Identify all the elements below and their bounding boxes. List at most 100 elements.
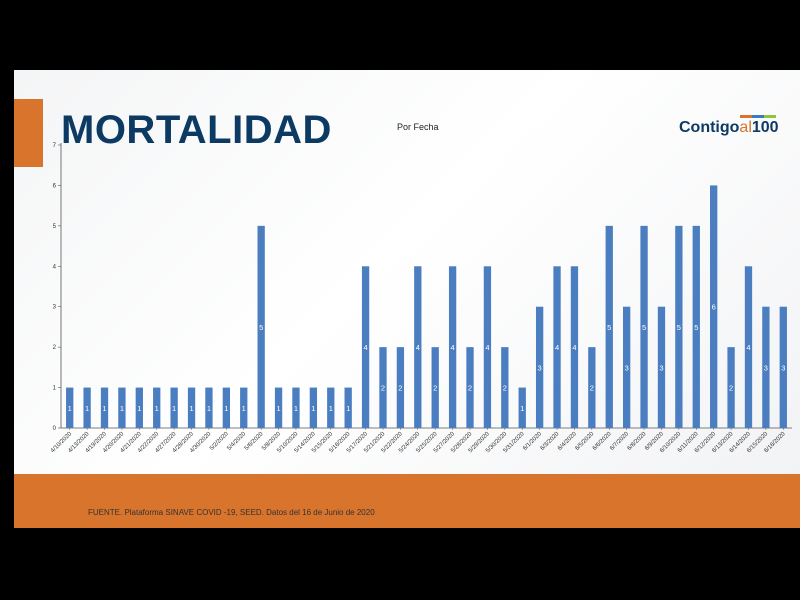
- bar: [309, 387, 318, 428]
- bar: [744, 266, 753, 428]
- bar-value-label: 4: [363, 343, 367, 352]
- bar: [727, 347, 735, 428]
- bar: [762, 306, 770, 428]
- source-note: FUENTE. Plataforma SINAVE COVID -19, SEE…: [88, 508, 375, 517]
- y-tick-label: 0: [53, 426, 57, 432]
- bar: [710, 185, 718, 428]
- bar-value-label: 3: [659, 363, 663, 372]
- bar: [501, 347, 509, 428]
- bar: [292, 387, 300, 428]
- y-tick-label: 5: [53, 224, 57, 230]
- bar: [657, 306, 666, 428]
- bar-value-label: 1: [120, 404, 124, 413]
- page-title: MORTALIDAD: [61, 108, 332, 152]
- bar-value-label: 3: [625, 363, 629, 372]
- bar-value-label: 2: [503, 384, 507, 393]
- bar: [135, 387, 143, 428]
- bar: [344, 387, 352, 428]
- bar: [274, 387, 283, 428]
- bar-value-label: 1: [155, 404, 159, 413]
- bar: [100, 387, 109, 428]
- bar: [448, 266, 457, 428]
- bar-value-label: 5: [259, 323, 263, 332]
- bar: [605, 225, 613, 428]
- bar-value-label: 2: [398, 384, 402, 393]
- bar-value-label: 2: [468, 384, 472, 393]
- bar: [414, 266, 422, 428]
- bar-value-label: 2: [590, 384, 594, 393]
- bar: [692, 225, 700, 428]
- bar-value-label: 1: [172, 404, 176, 413]
- bar: [553, 266, 561, 428]
- bar: [153, 387, 161, 428]
- logo-stripe-icon: [740, 115, 776, 118]
- bar-value-label: 1: [346, 404, 350, 413]
- bar-value-label: 1: [294, 404, 298, 413]
- bar-value-label: 3: [781, 363, 785, 372]
- bar: [83, 387, 91, 428]
- bar-value-label: 1: [68, 404, 72, 413]
- bar-value-label: 1: [189, 404, 193, 413]
- bar-value-label: 5: [677, 323, 681, 332]
- bar: [466, 347, 474, 428]
- bar: [588, 347, 596, 428]
- footer-bar: [14, 474, 800, 528]
- bar: [327, 387, 335, 428]
- bar-value-label: 1: [329, 404, 333, 413]
- bar-value-label: 5: [642, 323, 646, 332]
- bar-value-label: 2: [433, 384, 437, 393]
- bar-value-label: 1: [207, 404, 211, 413]
- bar-value-label: 1: [276, 404, 280, 413]
- logo-text-main: Contigo: [679, 119, 740, 136]
- bar: [570, 266, 579, 428]
- bar: [779, 306, 787, 428]
- logo-text-al: al: [739, 119, 752, 136]
- left-accent-bar: [14, 99, 43, 167]
- bar: [640, 225, 648, 428]
- bar-value-label: 3: [538, 363, 542, 372]
- bar-value-label: 1: [224, 404, 228, 413]
- chart-title: Por Fecha: [397, 122, 439, 132]
- bar-value-label: 1: [520, 404, 524, 413]
- bar-value-label: 3: [764, 363, 768, 372]
- y-tick-label: 1: [53, 386, 57, 392]
- bar-value-label: 6: [712, 303, 716, 312]
- y-tick-label: 3: [53, 305, 57, 311]
- y-tick-label: 4: [53, 264, 57, 270]
- bar-chart: 0123456714/10/202014/13/202014/19/202014…: [50, 143, 792, 454]
- bar-value-label: 4: [416, 343, 420, 352]
- bar: [361, 266, 370, 428]
- bar-value-label: 4: [572, 343, 576, 352]
- bar: [379, 347, 387, 428]
- y-tick-label: 7: [53, 143, 57, 149]
- bar-value-label: 5: [694, 323, 698, 332]
- bar-value-label: 4: [451, 343, 455, 352]
- bar-value-label: 1: [85, 404, 89, 413]
- bar: [222, 387, 231, 428]
- bar-value-label: 1: [102, 404, 106, 413]
- bar-value-label: 5: [607, 323, 611, 332]
- bar-value-label: 1: [137, 404, 141, 413]
- bar-value-label: 4: [555, 343, 559, 352]
- bar-value-label: 4: [485, 343, 489, 352]
- bar: [535, 306, 544, 428]
- bar: [622, 306, 631, 428]
- bar: [483, 266, 492, 428]
- bar: [257, 225, 265, 428]
- bar: [518, 387, 526, 428]
- bar: [205, 387, 213, 428]
- bar: [170, 387, 178, 428]
- y-tick-label: 6: [53, 183, 57, 189]
- slide: MORTALIDAD Por Fecha Contigoal100 0 1 2 3 4 5…: [14, 70, 800, 528]
- bar: [240, 387, 248, 428]
- bar: [675, 225, 683, 428]
- bar: [396, 347, 405, 428]
- bar-value-label: 4: [746, 343, 750, 352]
- bar: [187, 387, 196, 428]
- bar: [66, 387, 74, 428]
- bar: [431, 347, 439, 428]
- contigo-al-100-logo: Contigoal100: [679, 119, 779, 137]
- bar-value-label: 2: [381, 384, 385, 393]
- bar: [118, 387, 126, 428]
- bar-value-label: 1: [242, 404, 246, 413]
